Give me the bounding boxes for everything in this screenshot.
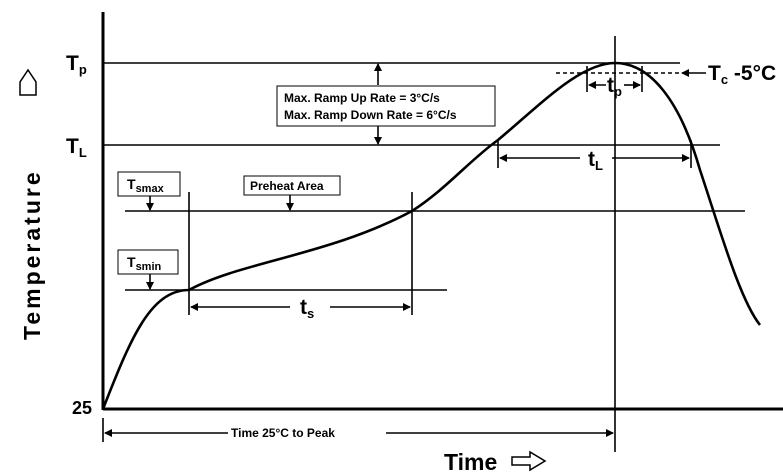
y-axis-title-text: Temperature — [19, 169, 45, 340]
origin-label: 25 — [72, 398, 92, 418]
tp-span-label: tp — [607, 74, 622, 99]
reflow-profile-curve — [101, 61, 762, 410]
ramp-rate-box — [276, 85, 496, 127]
right-arrow-icon — [511, 450, 547, 472]
tsmax-box — [117, 171, 181, 197]
ts-label: ts — [300, 296, 314, 321]
ramp-down-rate-text: Max. Ramp Down Rate = 6°C/s — [284, 108, 457, 122]
preheat-area-box — [243, 175, 341, 196]
preheat-area-label: Preheat Area — [250, 179, 324, 193]
tp-label: Tp — [66, 52, 87, 77]
tl-label: TL — [66, 135, 87, 160]
y-axis-title: Temperature — [19, 68, 45, 340]
tc-label: Tc -5°C — [708, 62, 776, 87]
tsmin-label: Tsmin — [127, 254, 162, 273]
tl-span-label: tL — [588, 148, 603, 173]
up-arrow-icon — [19, 68, 37, 96]
time-to-peak-label: Time 25°C to Peak — [231, 426, 335, 440]
x-axis-title-text: Time — [444, 449, 497, 475]
tsmax-label: Tsmax — [127, 176, 165, 195]
tsmin-box — [117, 249, 179, 275]
ramp-up-rate-text: Max. Ramp Up Rate = 3°C/s — [284, 91, 440, 105]
